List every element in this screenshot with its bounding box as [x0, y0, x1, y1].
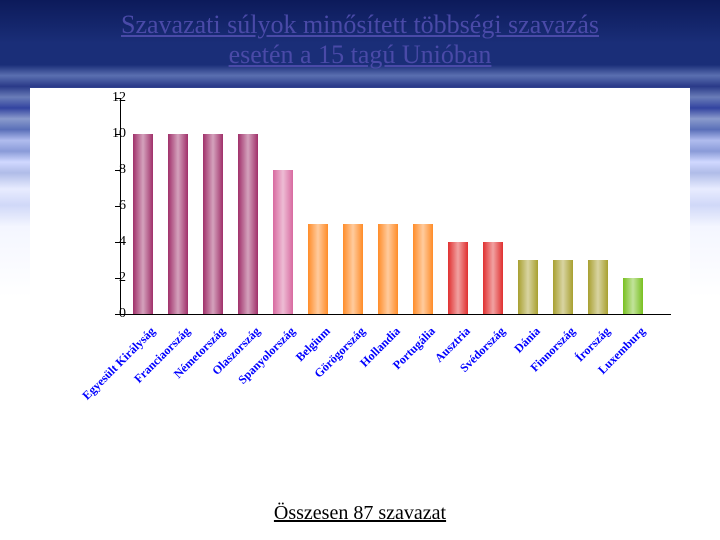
bar — [623, 278, 643, 314]
slide-title: Szavazati súlyok minősített többségi sza… — [60, 10, 660, 70]
bar — [168, 134, 188, 314]
chart-frame: 024681012Egyesült KirályságFranciaország… — [30, 88, 690, 468]
bar — [273, 170, 293, 314]
bar — [553, 260, 573, 314]
bar — [203, 134, 223, 314]
bar — [308, 224, 328, 314]
chart-plot-area — [120, 98, 671, 315]
bar — [413, 224, 433, 314]
y-axis-label: 10 — [112, 126, 126, 142]
y-axis-label: 8 — [119, 162, 126, 178]
y-axis-label: 2 — [119, 270, 126, 286]
title-line-2: esetén a 15 tagú Unióban — [229, 40, 492, 69]
bar — [343, 224, 363, 314]
y-axis-label: 4 — [119, 234, 126, 250]
bar — [588, 260, 608, 314]
bar — [518, 260, 538, 314]
y-axis-label: 6 — [119, 198, 126, 214]
bar — [448, 242, 468, 314]
slide: Szavazati súlyok minősített többségi sza… — [0, 0, 720, 540]
bar — [238, 134, 258, 314]
bar — [133, 134, 153, 314]
slide-footer: Összesen 87 szavazat — [274, 502, 446, 525]
bar — [483, 242, 503, 314]
bar — [378, 224, 398, 314]
y-axis-label: 0 — [119, 306, 126, 322]
title-line-1: Szavazati súlyok minősített többségi sza… — [121, 10, 599, 39]
y-axis-label: 12 — [112, 90, 126, 106]
